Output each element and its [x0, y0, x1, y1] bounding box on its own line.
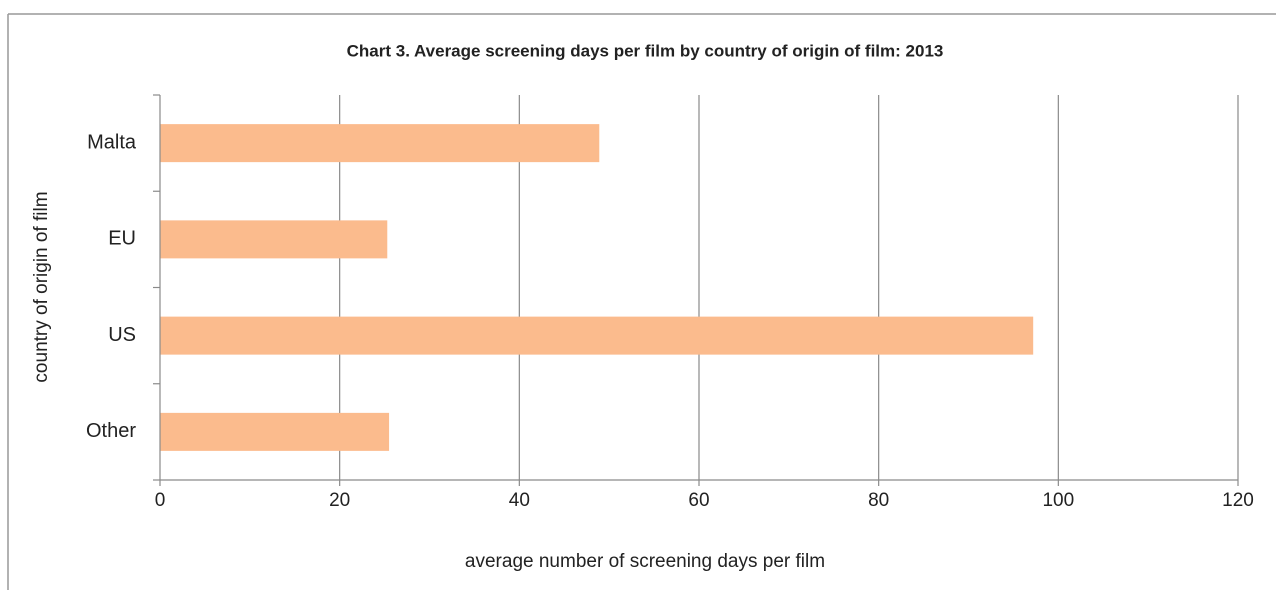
- y-tick-label: Other: [86, 420, 136, 442]
- bar: [160, 220, 388, 259]
- x-tick-label: 60: [688, 490, 709, 511]
- x-tick-label: 40: [509, 490, 530, 511]
- bar: [160, 316, 1034, 355]
- y-tick-label: Malta: [87, 131, 137, 153]
- x-tick-label: 100: [1042, 490, 1074, 511]
- chart-title: Chart 3. Average screening days per film…: [347, 41, 944, 60]
- x-tick-label: 80: [868, 490, 889, 511]
- x-tick-label: 0: [155, 490, 166, 511]
- y-tick-label: US: [108, 324, 136, 346]
- y-tick-label: EU: [108, 228, 136, 250]
- bar: [160, 412, 390, 451]
- x-axis-title: average number of screening days per fil…: [465, 551, 825, 572]
- bar: [160, 124, 600, 163]
- y-axis-title: country of origin of film: [31, 191, 52, 382]
- x-tick-label: 120: [1222, 490, 1254, 511]
- x-tick-label: 20: [329, 490, 350, 511]
